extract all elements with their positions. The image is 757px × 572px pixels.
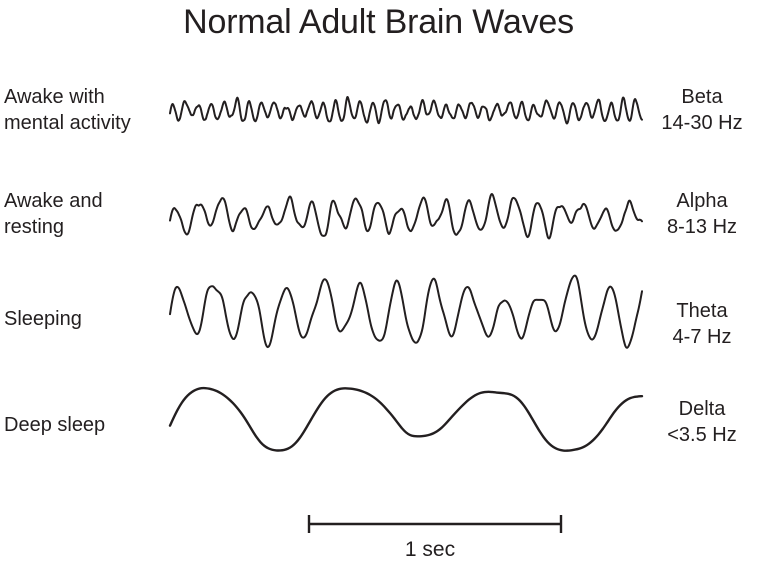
scale-bar-label: 1 sec — [404, 538, 456, 561]
wave-name-theta: Theta — [676, 300, 728, 322]
wave-label-alpha: Alpha 8-13 Hz — [648, 188, 756, 240]
waveform-theta-path — [169, 274, 643, 349]
state-label-theta: Sleeping — [4, 306, 166, 332]
waveform-alpha — [169, 180, 643, 252]
waveform-alpha-svg — [169, 193, 643, 240]
wave-label-delta: Delta <3.5 Hz — [648, 396, 756, 448]
state-label-beta-line2: mental activity — [4, 112, 131, 134]
waveform-beta — [169, 78, 643, 144]
wave-frequency-delta: <3.5 Hz — [667, 424, 737, 446]
waveform-theta-svg — [169, 274, 643, 349]
waveform-delta — [168, 366, 644, 470]
waveform-delta-svg — [168, 386, 644, 452]
wave-name-alpha: Alpha — [676, 190, 728, 212]
state-label-theta-line1: Sleeping — [4, 308, 82, 330]
wave-frequency-theta: 4-7 Hz — [672, 326, 732, 348]
scale-bar: 1 sec — [300, 506, 570, 572]
wave-label-theta: Theta 4-7 Hz — [648, 298, 756, 350]
state-label-beta: Awake with mental activity — [4, 84, 166, 136]
page-title: Normal Adult Brain Waves — [183, 3, 574, 41]
waveform-delta-path — [168, 386, 644, 452]
state-label-alpha-line2: resting — [4, 216, 65, 238]
wave-name-delta: Delta — [678, 398, 726, 420]
scale-bar-svg — [307, 515, 563, 533]
waveform-alpha-path — [169, 193, 643, 240]
state-label-delta-line1: Deep sleep — [4, 414, 106, 436]
wave-name-beta: Beta — [681, 86, 723, 108]
state-label-beta-line1: Awake with — [4, 86, 105, 108]
state-label-alpha: Awake and resting — [4, 188, 166, 240]
state-label-alpha-line1: Awake and — [4, 190, 103, 212]
waveform-beta-path — [169, 95, 643, 125]
waveform-theta — [169, 268, 643, 356]
wave-frequency-beta: 14-30 Hz — [661, 112, 743, 134]
wave-frequency-alpha: 8-13 Hz — [666, 216, 738, 238]
waveform-beta-svg — [169, 95, 643, 125]
state-label-delta: Deep sleep — [4, 412, 166, 438]
wave-label-beta: Beta 14-30 Hz — [648, 84, 756, 136]
